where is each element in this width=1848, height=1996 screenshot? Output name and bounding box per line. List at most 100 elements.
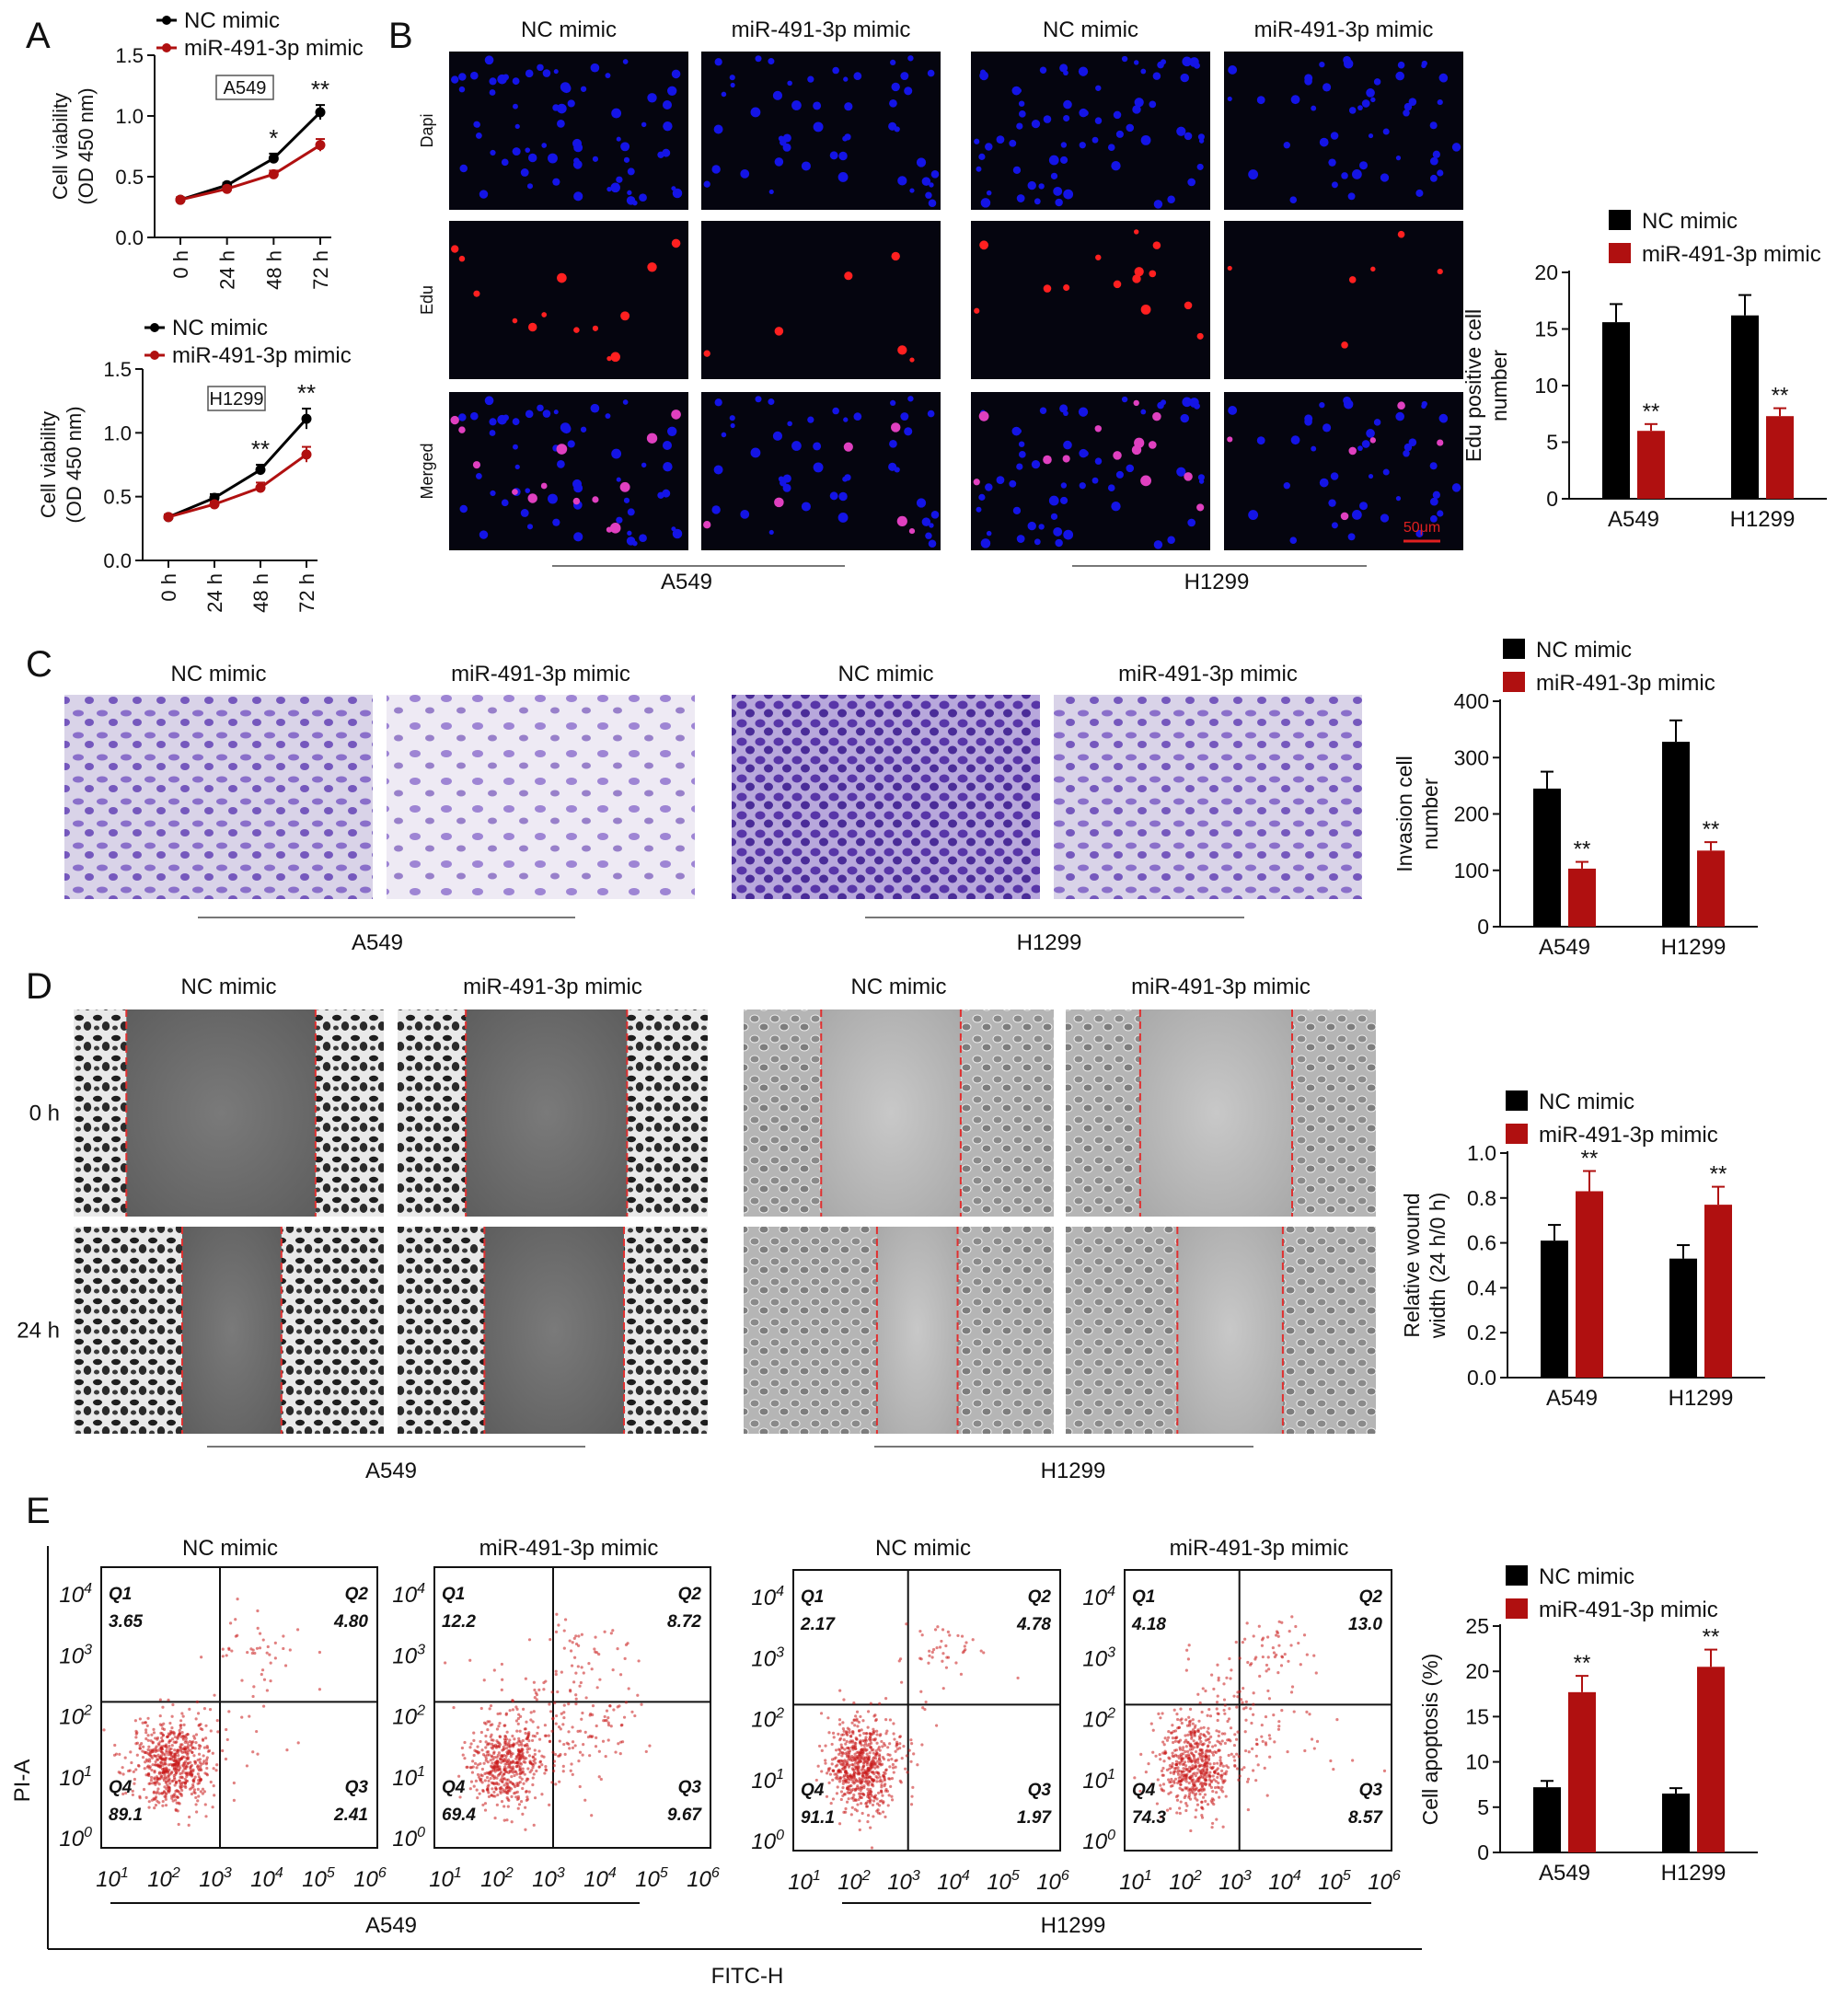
data-point (222, 183, 233, 194)
event-dot (570, 1762, 573, 1766)
event-dot (1208, 1714, 1213, 1718)
nucleus-dot (1180, 73, 1189, 83)
edu-dot (606, 355, 612, 362)
event-dot (1219, 1759, 1222, 1762)
event-dot (1272, 1651, 1276, 1655)
nucleus-dot (1060, 142, 1068, 148)
exponent: 4 (84, 1581, 92, 1597)
fluorescence-image (971, 221, 1210, 379)
event-dot (535, 1769, 538, 1773)
merged-dot (646, 433, 658, 444)
nucleus-dot (980, 198, 991, 208)
event-dot (831, 1731, 836, 1735)
event-dot (829, 1801, 833, 1806)
nucleus-dot (1319, 61, 1325, 68)
x-decade-label: 106 (1368, 1868, 1401, 1895)
event-dot (619, 1740, 623, 1744)
event-dot (1194, 1816, 1197, 1819)
event-dot (184, 1759, 188, 1763)
nucleus-dot (844, 102, 853, 111)
event-dot (560, 1670, 563, 1674)
event-dot (492, 1768, 496, 1772)
nucleus-dot (513, 103, 518, 110)
nucleus-dot (1082, 450, 1089, 457)
event-dot (1252, 1702, 1255, 1706)
nucleus-dot (474, 121, 480, 128)
event-dot (851, 1795, 855, 1800)
event-dot (941, 1628, 945, 1632)
edu-dot (1348, 276, 1357, 283)
event-dot (1165, 1768, 1170, 1771)
nucleus-dot (755, 396, 762, 403)
event-dot (180, 1784, 184, 1788)
merged-dot (1094, 425, 1102, 433)
event-dot (836, 1785, 839, 1789)
event-dot (1275, 1653, 1278, 1657)
event-dot (526, 1748, 529, 1751)
wound-gap (466, 1010, 628, 1217)
event-dot (847, 1781, 850, 1784)
event-dot (918, 1630, 922, 1633)
y-axis-label: Relative wound (1400, 1193, 1424, 1337)
event-dot (1276, 1634, 1280, 1638)
event-dot (861, 1719, 865, 1723)
event-dot (571, 1746, 575, 1749)
event-dot (517, 1713, 521, 1716)
event-dot (144, 1795, 148, 1799)
event-dot (1194, 1781, 1197, 1784)
event-dot (1215, 1707, 1219, 1711)
event-dot (527, 1754, 532, 1758)
event-dot (502, 1783, 506, 1787)
event-dot (146, 1748, 150, 1752)
event-dot (825, 1771, 829, 1775)
event-dot (900, 1757, 904, 1760)
event-dot (1207, 1737, 1211, 1741)
event-dot (189, 1767, 192, 1771)
nucleus-dot (721, 91, 727, 98)
event-dot (227, 1710, 231, 1713)
event-dot (463, 1757, 467, 1760)
event-dot (828, 1767, 832, 1771)
event-dot (1192, 1746, 1196, 1749)
cell-line-label: A549 (365, 1913, 417, 1938)
event-dot (563, 1618, 568, 1621)
nucleus-dot (978, 493, 986, 501)
event-dot (820, 1770, 824, 1773)
event-dot (164, 1793, 167, 1796)
x-decade-label: 103 (532, 1865, 565, 1892)
event-dot (513, 1773, 516, 1778)
event-dot (197, 1775, 201, 1779)
event-dot (236, 1598, 239, 1601)
event-dot (558, 1780, 561, 1783)
event-dot (136, 1763, 141, 1768)
event-dot (1202, 1733, 1206, 1736)
event-dot (1219, 1774, 1224, 1778)
event-dot (505, 1778, 509, 1782)
event-dot (511, 1782, 514, 1786)
image-background (701, 221, 941, 379)
event-dot (1274, 1633, 1278, 1637)
event-dot (516, 1794, 520, 1798)
fluorescence-image (449, 221, 688, 379)
event-dot (1237, 1755, 1241, 1759)
event-dot (504, 1770, 509, 1774)
column-label: NC mimic (181, 975, 277, 999)
y-tick-label: 0.5 (103, 486, 132, 509)
event-dot (197, 1781, 202, 1785)
event-dot (1186, 1759, 1191, 1763)
event-dot (576, 1665, 580, 1668)
event-dot (866, 1814, 871, 1817)
event-dot (485, 1771, 489, 1775)
nucleus-dot (1290, 435, 1300, 445)
event-dot (194, 1803, 198, 1806)
nucleus-dot (1256, 436, 1265, 445)
event-dot (598, 1678, 602, 1681)
nucleus-dot (623, 497, 630, 503)
event-dot (1179, 1800, 1183, 1804)
event-dot (606, 1721, 610, 1725)
edu-dot (527, 322, 537, 332)
event-dot (574, 1671, 578, 1675)
event-dot (192, 1735, 196, 1738)
event-dot (606, 1716, 610, 1720)
event-dot (1287, 1659, 1290, 1663)
